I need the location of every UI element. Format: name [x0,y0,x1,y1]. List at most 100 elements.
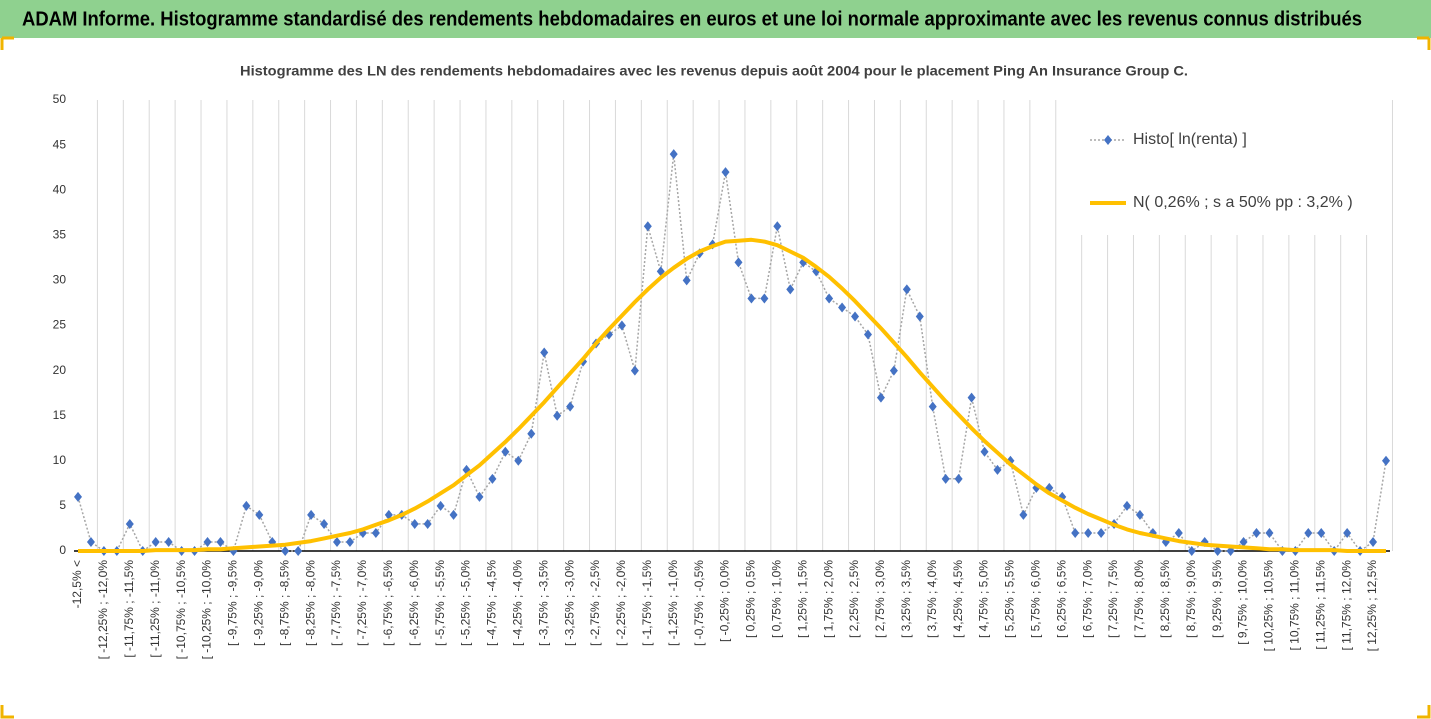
data-point [851,311,860,322]
x-tick-label: [ -11,75% ; -11,5% [122,560,136,658]
data-point [643,221,652,232]
data-point [436,500,445,511]
x-tick-label: [ 1,75% ; 2,0% [821,560,835,638]
x-tick-label: [ 6,75% ; 7,0% [1080,560,1094,638]
x-tick-label: [ -11,25% ; -11,0% [148,560,162,658]
data-point [760,293,769,304]
data-point [1304,527,1313,538]
data-point [74,491,82,502]
y-tick-label: 0 [59,543,66,557]
x-tick-label: [ -1,75% ; -1,5% [640,560,654,646]
data-point [941,473,950,484]
data-point [1252,527,1261,538]
x-tick-label: [ 11,25% ; 11,5% [1313,560,1327,650]
data-point [682,275,691,286]
x-tick-label: [ -6,75% ; -6,5% [381,560,395,646]
x-tick-label: [ 10,75% ; 11,0% [1288,560,1302,651]
x-tick-label: -12,5% < [70,560,84,608]
x-tick-label: [ -9,75% ; -9,5% [226,560,240,646]
x-tick-label: [ -10,75% ; -10,5% [174,560,188,660]
x-tick-label: [ 2,75% ; 3,0% [873,560,887,638]
series-line [78,237,1386,553]
x-tick-label: [ -5,75% ; -5,5% [433,560,447,646]
y-tick-label: 10 [53,453,67,467]
x-tick-label: [ -8,75% ; -8,5% [277,560,291,646]
data-point [825,293,834,304]
x-tick-label: [ 8,75% ; 9,0% [1184,560,1198,638]
x-tick-label: [ 9,75% ; 10,0% [1236,560,1250,645]
y-tick-label: 25 [53,318,67,332]
data-point [773,221,782,232]
y-tick-label: 15 [53,408,67,422]
data-point [863,329,872,340]
banner-title: ADAM Informe. Histogramme standardisé de… [22,8,1362,30]
plot: 0 5 10 15 20 25 30 35 40 45 50 -12,5% < [ -12,25% ; … [53,92,1393,659]
data-point [527,428,536,439]
x-tick-label: [ 3,75% ; 4,0% [925,560,939,638]
data-point [838,302,847,313]
data-point [86,536,95,547]
x-tick-label: [ 5,25% ; 5,5% [1003,560,1017,638]
data-point [540,347,549,358]
x-tick-label: [ -5,25% ; -5,0% [459,560,473,646]
data-point [954,473,963,484]
data-point [151,536,160,547]
legend-label: Histo[ ln(renta) ] [1133,131,1247,148]
data-point [1071,527,1080,538]
x-tick-label: [ -1,25% ; -1,0% [666,560,680,646]
data-point [1382,455,1390,466]
data-point [889,365,898,376]
x-tick-label: [ 2,25% ; 2,5% [847,560,861,638]
data-point [307,509,316,520]
data-point [371,527,380,538]
data-point [902,284,911,295]
data-point [1019,509,1028,520]
y-tick-label: 45 [53,137,67,151]
x-tick-label: [ 3,25% ; 3,5% [899,560,913,638]
data-point [1213,546,1222,556]
x-tick-label: [ -3,75% ; -3,5% [536,560,550,646]
data-point [721,167,730,178]
data-point [255,509,264,520]
data-point [1239,536,1248,547]
data-point [617,320,626,331]
banner [0,0,1431,38]
data-point [553,410,562,421]
data-point [514,455,523,466]
x-tick-label: [ -6,25% ; -6,0% [407,560,421,646]
data-point [747,293,756,304]
frame-corners [0,36,1431,719]
data-point [449,509,458,520]
data-point [566,401,575,412]
x-tick-label: [ -3,25% ; -3,0% [562,560,576,646]
y-tick-label: 50 [53,92,67,106]
y-tick-label: 30 [53,273,67,287]
legend-label: N( 0,26% ; s a 50% pp : 3,2% ) [1133,194,1353,211]
data-point [915,311,924,322]
x-tick-label: [ 9,25% ; 9,5% [1210,560,1224,638]
data-point [734,257,743,268]
data-point [501,446,510,457]
data-point [669,149,678,160]
x-tick-label: [ -7,75% ; -7,5% [329,560,343,646]
data-point [980,446,989,457]
data-point [876,392,885,403]
data-point [281,546,290,556]
x-tick-label: [ 11,75% ; 12,0% [1339,560,1353,651]
x-tick-label: [ 7,25% ; 7,5% [1106,560,1120,638]
y-tick-label: 20 [53,363,67,377]
x-tick-label: [ 5,75% ; 6,0% [1029,560,1043,638]
data-point [1265,527,1274,538]
data-point [320,518,329,529]
data-point [1084,527,1093,538]
x-tick-label: [ 7,75% ; 8,0% [1132,560,1146,638]
x-tick-label: [ -4,75% ; -4,5% [485,560,499,646]
x-tick-label: [ 10,25% ; 10,5% [1262,560,1276,652]
x-tick-label: [ 0,75% ; 1,0% [769,560,783,638]
data-point [1317,527,1326,538]
data-point [125,518,134,529]
x-tick-label: [ -0,75% ; -0,5% [692,560,706,646]
data-point [1122,500,1131,511]
chart-title: Histogramme des LN des rendements hebdom… [240,63,1188,79]
